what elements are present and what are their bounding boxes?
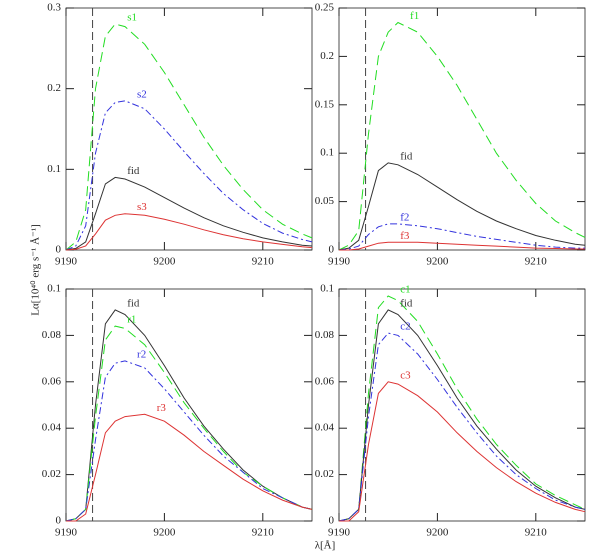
series-label: c3 [400, 369, 411, 381]
y-axis-label: Lα[10⁴⁰ erg s⁻¹ Å⁻¹] [30, 224, 42, 316]
series-label: r2 [137, 348, 146, 360]
series-label: f1 [410, 10, 419, 22]
series-label: fid [127, 297, 140, 309]
y-tick-label: 0.2 [320, 50, 334, 62]
x-tick-label: 9210 [525, 256, 548, 268]
series-line [339, 241, 585, 251]
x-tick-label: 9200 [426, 527, 449, 539]
y-tick-label: 0.1 [47, 283, 61, 295]
series-line [65, 360, 313, 522]
plot-frame [338, 288, 586, 522]
series-line [338, 295, 586, 522]
y-tick-label: 0.04 [42, 422, 62, 434]
y-tick-label: 0.25 [315, 2, 335, 14]
x-tick-label: 9200 [153, 256, 176, 268]
series-label: fid [400, 150, 413, 162]
series-label: r1 [127, 314, 136, 326]
series-label: c1 [400, 283, 410, 295]
series-label: r3 [157, 402, 167, 414]
series-line [65, 309, 313, 522]
x-tick-label: 9210 [525, 527, 548, 539]
series-line [65, 176, 313, 251]
series-line [65, 213, 313, 251]
series-label: s3 [137, 201, 147, 213]
x-tick-label: 9200 [153, 527, 176, 539]
y-tick-label: 0.05 [315, 195, 335, 207]
y-tick-label: 0.1 [320, 147, 334, 159]
series-line [65, 325, 313, 522]
x-tick-label: 9210 [252, 527, 275, 539]
y-tick-label: 0.1 [47, 163, 61, 175]
x-tick-label: 9190 [55, 256, 78, 268]
x-axis-label: λ[Å] [315, 540, 336, 552]
y-tick-label: 0.06 [42, 375, 62, 387]
x-tick-label: 9190 [55, 527, 78, 539]
y-tick-label: 0.08 [42, 329, 62, 341]
y-tick-label: 0.08 [315, 329, 335, 341]
y-tick-label: 0.04 [315, 422, 335, 434]
series-label: c2 [400, 321, 410, 333]
y-tick-label: 0.3 [47, 2, 61, 14]
series-line [338, 309, 586, 522]
y-tick-label: 0.2 [47, 82, 61, 94]
series-label: f3 [400, 230, 410, 242]
series-label: s2 [137, 88, 147, 100]
y-tick-label: 0.02 [315, 468, 334, 480]
series-line [65, 23, 313, 251]
x-tick-label: 9190 [328, 256, 351, 268]
series-line [338, 162, 586, 251]
plot-frame [338, 7, 586, 251]
x-tick-label: 9210 [252, 256, 275, 268]
y-tick-label: 0 [329, 244, 335, 256]
y-tick-label: 0.1 [320, 283, 334, 295]
y-tick-label: 0.06 [315, 375, 335, 387]
y-tick-label: 0 [56, 515, 62, 527]
series-line [66, 413, 313, 522]
y-tick-label: 0.15 [315, 98, 335, 110]
y-tick-label: 0 [329, 515, 335, 527]
series-label: s1 [127, 12, 137, 24]
y-tick-label: 0.02 [42, 468, 61, 480]
series-line [339, 381, 586, 522]
plot-frame [65, 7, 313, 251]
y-tick-label: 0 [56, 244, 62, 256]
plot-frame [65, 288, 313, 522]
series-line [338, 21, 586, 251]
series-line [338, 332, 586, 522]
series-label: fid [400, 297, 413, 309]
x-tick-label: 9200 [426, 256, 449, 268]
series-line [338, 223, 585, 251]
series-line [65, 100, 313, 251]
series-label: fid [127, 165, 140, 177]
x-tick-label: 9190 [328, 527, 351, 539]
series-label: f2 [400, 211, 409, 223]
